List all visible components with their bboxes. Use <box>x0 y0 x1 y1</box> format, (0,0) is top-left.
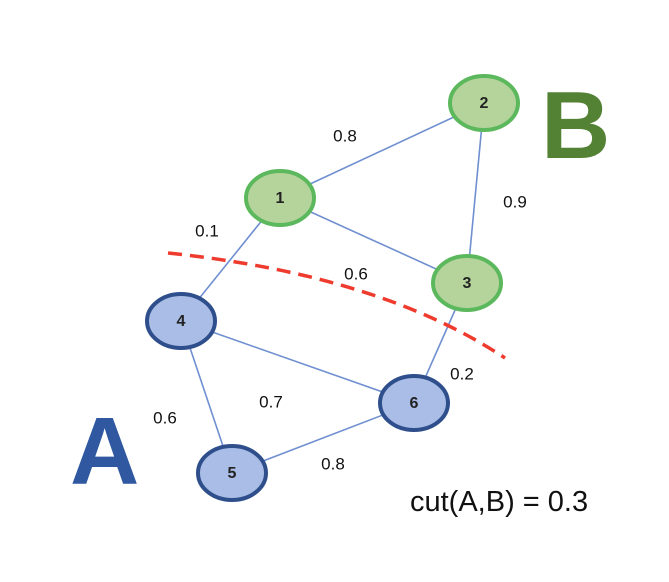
node-1: 1 <box>244 169 316 227</box>
edge-1-2 <box>279 102 485 199</box>
node-6-label: 6 <box>410 395 419 412</box>
edge-weight-1-2: 0.8 <box>333 126 357 145</box>
nodes: 1 2 3 4 5 6 <box>145 74 520 502</box>
node-6-circle <box>378 374 450 432</box>
node-6: 6 <box>378 374 450 432</box>
edge-weight-1-4: 0.1 <box>195 221 219 240</box>
node-3-label: 3 <box>463 275 472 292</box>
cut-formula: cut(A,B) = 0.3 <box>410 486 588 518</box>
edge-weight-1-3: 0.6 <box>344 264 368 283</box>
node-4: 4 <box>145 292 217 350</box>
node-5: 5 <box>196 444 268 502</box>
cut-line <box>167 251 506 360</box>
node-3-circle <box>431 254 503 312</box>
node-4-circle <box>145 292 217 350</box>
edge-weight-5-6: 0.8 <box>321 454 345 473</box>
node-4-label: 4 <box>177 313 186 330</box>
node-2-circle <box>448 74 520 132</box>
edge-weight-3-6: 0.2 <box>450 364 474 383</box>
edge-2-3 <box>466 102 485 284</box>
node-2: 2 <box>448 74 520 132</box>
edge-4-6 <box>180 320 415 404</box>
node-1-label: 1 <box>276 190 285 207</box>
node-5-label: 5 <box>228 465 237 482</box>
node-3: 3 <box>431 254 503 312</box>
edge-weight-4-5: 0.6 <box>153 408 177 427</box>
edge-weight-4-6: 0.7 <box>259 392 283 411</box>
group-a-label: A <box>70 398 139 505</box>
edge-weight-2-3: 0.9 <box>503 192 527 211</box>
node-2-label: 2 <box>480 95 489 112</box>
group-b-label: B <box>541 72 610 179</box>
edge-weight-labels: 0.8 0.9 0.6 0.1 0.2 0.7 0.6 0.8 <box>153 126 527 473</box>
node-1-circle <box>244 169 316 227</box>
node-5-circle <box>196 444 268 502</box>
